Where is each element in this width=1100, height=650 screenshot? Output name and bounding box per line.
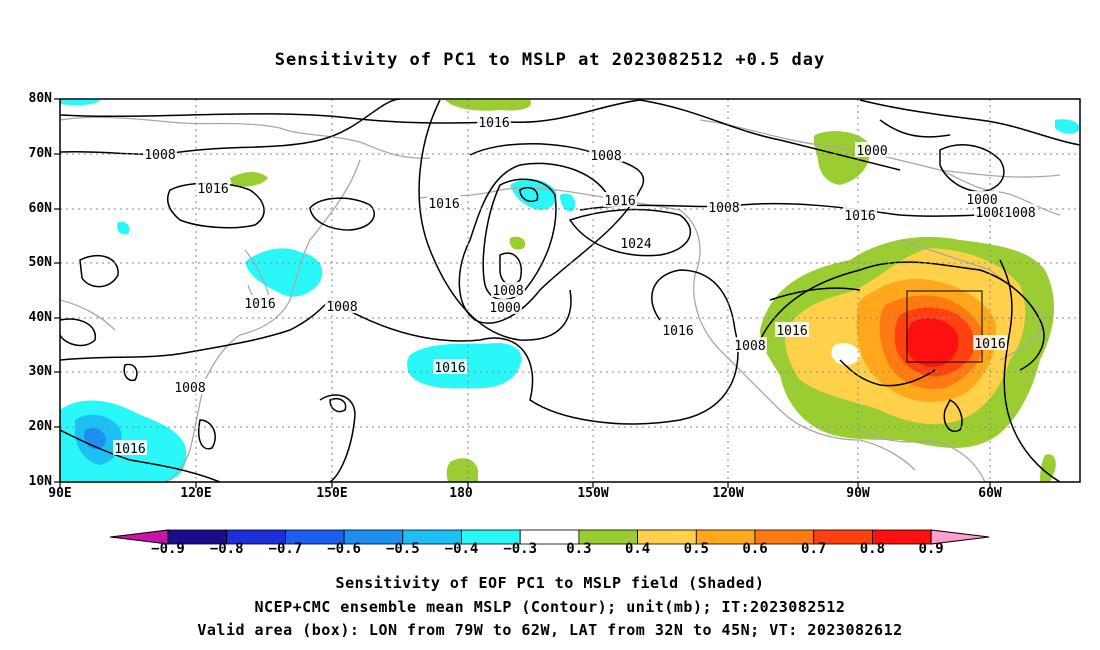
contour-label-bg	[433, 359, 467, 374]
lat-label-60n: 60N	[28, 201, 52, 216]
colorbar-label: −0.8	[209, 541, 244, 557]
contour-label-bg	[1003, 204, 1037, 219]
contour-label-bg	[427, 195, 461, 210]
colorbar-label: 0.3	[566, 541, 592, 557]
lat-label-30n: 30N	[28, 364, 52, 379]
colorbar-label: 0.9	[918, 541, 944, 557]
colorbar-label: −0.3	[503, 541, 538, 557]
lon-label-90w: 90W	[846, 486, 870, 501]
lat-lon-grid	[60, 99, 1080, 482]
axis-ticks	[54, 98, 991, 488]
color-bar	[109, 529, 990, 545]
contour-label-bg	[661, 322, 695, 337]
contour-label: 1008	[590, 149, 621, 164]
valid-area-box	[906, 290, 983, 363]
colorbar-label: −0.4	[444, 541, 479, 557]
colorbar-label: −0.9	[151, 541, 185, 557]
contour-label-bg	[603, 192, 637, 207]
lon-label-150w: 150W	[577, 486, 609, 501]
contour-label-bg	[143, 146, 177, 161]
colorbar-high-arrow	[930, 529, 990, 545]
lon-label-120w: 120W	[712, 486, 744, 501]
colorbar-label: −0.7	[268, 541, 303, 557]
contour-label: 1016	[844, 209, 875, 224]
contour-label-bg	[196, 180, 230, 195]
colorbar-label: 0.6	[742, 541, 768, 557]
contour-label: 1008	[144, 148, 175, 163]
contour-label: 1016	[428, 197, 459, 212]
contour-label-bg	[775, 322, 809, 337]
contour-label-bg	[589, 147, 623, 162]
lat-label-70n: 70N	[28, 146, 52, 161]
contour-label: 1000	[489, 301, 520, 316]
colorbar-label: −0.5	[385, 541, 420, 557]
lon-label-60w: 60W	[978, 486, 1002, 501]
caption-shading: Sensitivity of EOF PC1 to MSLP field (Sh…	[335, 574, 765, 592]
lon-label-90e: 90E	[48, 486, 72, 501]
contour-label-bg	[707, 199, 741, 214]
contour-label: 1008	[326, 300, 357, 315]
contour-label: 1016	[662, 324, 693, 339]
contour-label: 1016	[776, 324, 807, 339]
contour-label-bg	[965, 191, 999, 206]
contour-label-bg	[733, 337, 767, 352]
map-title: Sensitivity of PC1 to MSLP at 2023082512…	[274, 50, 826, 70]
lat-label-80n: 80N	[28, 91, 52, 106]
contour-label-bg	[855, 142, 889, 157]
contour-label-bg	[173, 379, 207, 394]
contour-label: 1016	[604, 194, 635, 209]
contour-label: 1016	[114, 442, 145, 457]
lat-label-50n: 50N	[28, 255, 52, 270]
lat-label-10n: 10N	[28, 474, 52, 489]
positive-sensitivity-shading	[230, 100, 1056, 482]
contour-label-bg	[477, 114, 511, 129]
colorbar-label: 0.7	[801, 541, 827, 557]
contour-label: 1008	[734, 339, 765, 354]
contour-label-bg	[843, 207, 877, 222]
colorbar-label: 0.8	[859, 541, 886, 557]
contour-label-bg	[973, 335, 1007, 350]
lat-label-40n: 40N	[28, 310, 52, 325]
colorbar-label: −0.6	[327, 541, 361, 557]
contour-label: 1008	[174, 381, 205, 396]
map-frame	[59, 98, 1081, 483]
lon-label-120e: 120E	[180, 486, 212, 501]
contour-label: 1008	[1004, 206, 1035, 221]
lon-label-150e: 150E	[316, 486, 348, 501]
caption-valid-area: Valid area (box): LON from 79W to 62W, L…	[197, 621, 903, 639]
caption-contour: NCEP+CMC ensemble mean MSLP (Contour); u…	[254, 598, 846, 616]
contour-label: 1008	[975, 206, 1006, 221]
contour-label-bg	[488, 299, 522, 314]
contour-label-bg	[113, 440, 147, 455]
contour-label-bg	[974, 204, 1008, 219]
contour-label: 1000	[856, 144, 887, 159]
contour-label: 1016	[244, 297, 275, 312]
lon-label-180: 180	[449, 486, 473, 501]
contour-label: 1016	[197, 182, 228, 197]
contour-label: 1016	[478, 116, 509, 131]
contour-label: 1008	[708, 201, 739, 216]
contour-label-bg	[243, 295, 277, 310]
contour-label: 1016	[974, 337, 1005, 352]
contour-label-bg	[491, 282, 525, 297]
contour-label: 1008	[492, 284, 523, 299]
contour-label-bg	[619, 235, 653, 250]
contour-label: 1000	[966, 193, 997, 208]
contour-label: 1024	[620, 237, 651, 252]
contour-label-bg	[325, 298, 359, 313]
colorbar-label: 0.5	[683, 541, 709, 557]
lat-label-20n: 20N	[28, 419, 52, 434]
contour-label: 1016	[434, 361, 465, 376]
colorbar-label: 0.4	[624, 541, 651, 557]
